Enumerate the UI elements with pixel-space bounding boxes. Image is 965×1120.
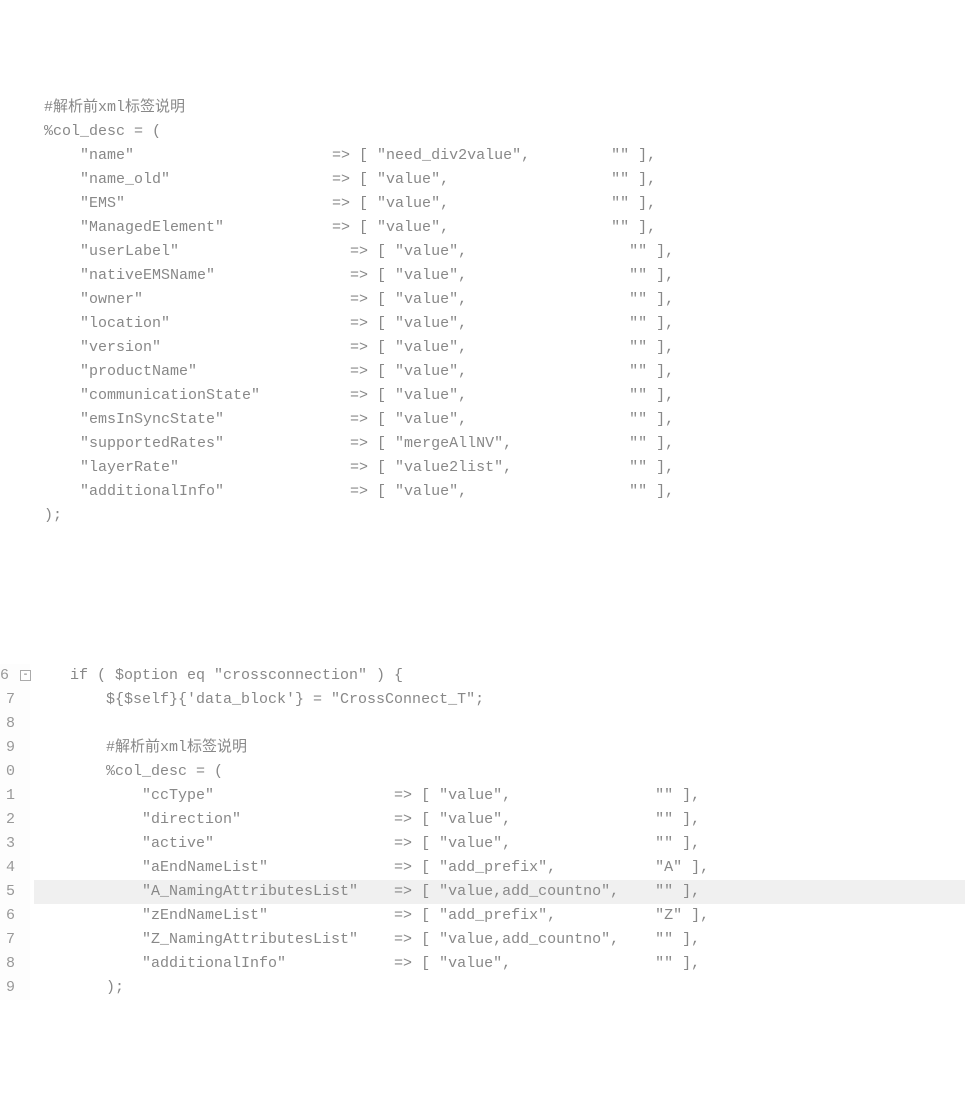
code-line: "communicationState" => [ "value", "" ], bbox=[44, 384, 965, 408]
code-line: "A_NamingAttributesList" => [ "value,add… bbox=[34, 880, 965, 904]
line-number: 6 bbox=[0, 904, 24, 928]
code-block-1: #解析前xml标签说明%col_desc = ( "name" => [ "ne… bbox=[0, 96, 965, 528]
line-number: 9 bbox=[0, 736, 24, 760]
code-line: "productName" => [ "value", "" ], bbox=[44, 360, 965, 384]
code-line: %col_desc = ( bbox=[44, 120, 965, 144]
line-number: 8 bbox=[0, 952, 24, 976]
code-line: "layerRate" => [ "value2list", "" ], bbox=[44, 456, 965, 480]
code-line: "owner" => [ "value", "" ], bbox=[44, 288, 965, 312]
line-number: 0 bbox=[0, 760, 24, 784]
code-line: "EMS" => [ "value", "" ], bbox=[44, 192, 965, 216]
code-line: "nativeEMSName" => [ "value", "" ], bbox=[44, 264, 965, 288]
code-line: "aEndNameList" => [ "add_prefix", "A" ], bbox=[34, 856, 965, 880]
line-number: 6 - bbox=[0, 664, 24, 688]
code-line: "name_old" => [ "value", "" ], bbox=[44, 168, 965, 192]
code-line: #解析前xml标签说明 bbox=[34, 736, 965, 760]
code-line: "zEndNameList" => [ "add_prefix", "Z" ], bbox=[34, 904, 965, 928]
code-line: "direction" => [ "value", "" ], bbox=[34, 808, 965, 832]
line-number: 8 bbox=[0, 712, 24, 736]
code-line: "userLabel" => [ "value", "" ], bbox=[44, 240, 965, 264]
code-line: "supportedRates" => [ "mergeAllNV", "" ]… bbox=[44, 432, 965, 456]
line-number: 2 bbox=[0, 808, 24, 832]
code-line: "version" => [ "value", "" ], bbox=[44, 336, 965, 360]
code-line: if ( $option eq "crossconnection" ) { bbox=[34, 664, 965, 688]
code-line: ${$self}{'data_block'} = "CrossConnect_T… bbox=[34, 688, 965, 712]
line-number: 4 bbox=[0, 856, 24, 880]
line-number: 1 bbox=[0, 784, 24, 808]
line-number: 3 bbox=[0, 832, 24, 856]
code-line: "location" => [ "value", "" ], bbox=[44, 312, 965, 336]
code-block-2[interactable]: if ( $option eq "crossconnection" ) { ${… bbox=[30, 664, 965, 1000]
line-number: 7 bbox=[0, 688, 24, 712]
code-line: "Z_NamingAttributesList" => [ "value,add… bbox=[34, 928, 965, 952]
code-line: ); bbox=[44, 504, 965, 528]
code-line bbox=[34, 712, 965, 736]
code-line: "name" => [ "need_div2value", "" ], bbox=[44, 144, 965, 168]
code-line: "ManagedElement" => [ "value", "" ], bbox=[44, 216, 965, 240]
code-line: "additionalInfo" => [ "value", "" ], bbox=[34, 952, 965, 976]
line-number: 7 bbox=[0, 928, 24, 952]
code-line: "emsInSyncState" => [ "value", "" ], bbox=[44, 408, 965, 432]
code-line: "ccType" => [ "value", "" ], bbox=[34, 784, 965, 808]
code-line: "active" => [ "value", "" ], bbox=[34, 832, 965, 856]
code-line: #解析前xml标签说明 bbox=[44, 96, 965, 120]
code-line: ); bbox=[34, 976, 965, 1000]
line-number: 5 bbox=[0, 880, 24, 904]
line-number: 9 bbox=[0, 976, 24, 1000]
code-line: %col_desc = ( bbox=[34, 760, 965, 784]
line-number-gutter: 6 -7 8 9 0 1 2 3 4 5 6 7 8 9 bbox=[0, 664, 30, 1000]
code-editor: 6 -7 8 9 0 1 2 3 4 5 6 7 8 9 if ( $optio… bbox=[0, 664, 965, 1000]
code-line: "additionalInfo" => [ "value", "" ], bbox=[44, 480, 965, 504]
